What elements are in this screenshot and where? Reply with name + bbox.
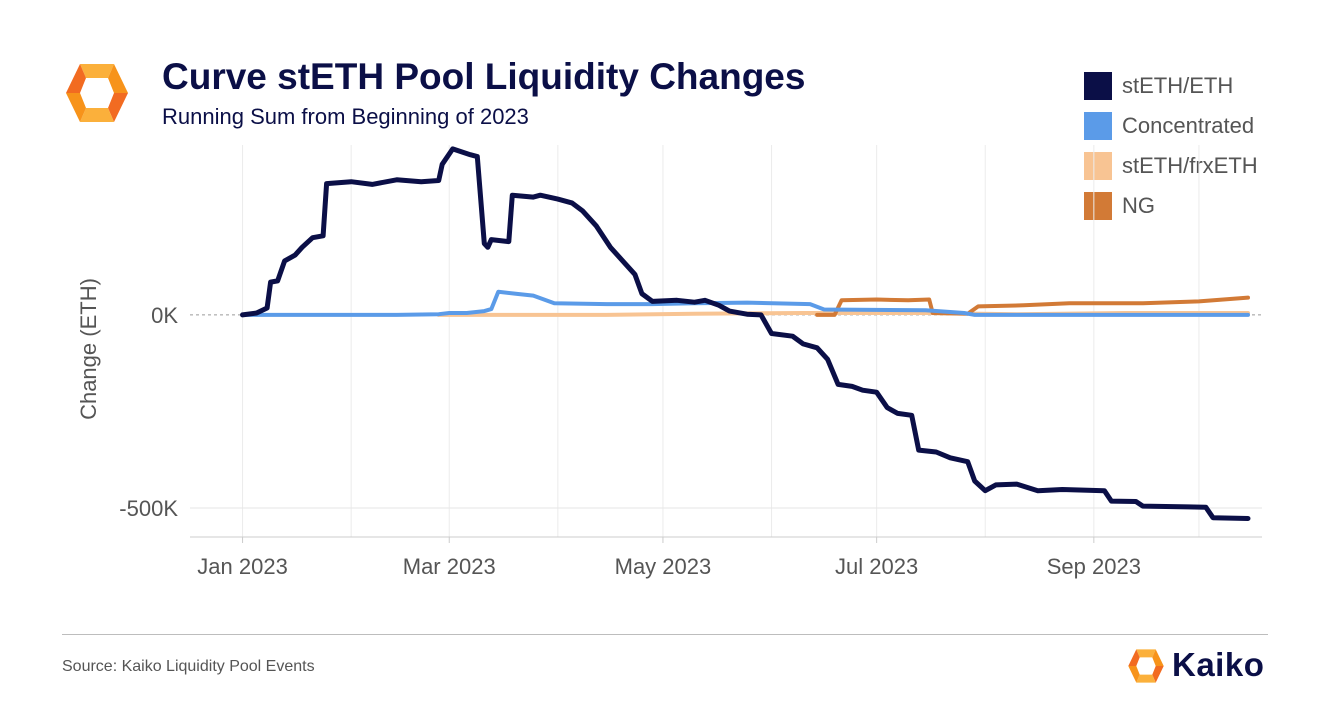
- legend-item-ng: NG: [1084, 186, 1258, 226]
- legend-item-steth-frxeth: stETH/frxETH: [1084, 146, 1258, 186]
- y-axis-label: Change (ETH): [76, 278, 101, 420]
- y-tick-label: -500K: [119, 496, 178, 521]
- legend-swatch-steth-eth: [1084, 72, 1112, 100]
- legend-label-steth-eth: stETH/ETH: [1122, 73, 1234, 98]
- x-tick-label: Mar 2023: [403, 554, 496, 579]
- y-tick-label: 0K: [151, 303, 178, 328]
- series-line-steth-eth: [240, 146, 1251, 521]
- legend-label-ng: NG: [1122, 193, 1155, 218]
- kaiko-wordmark: Kaiko: [1172, 646, 1265, 683]
- chart-subtitle: Running Sum from Beginning of 2023: [162, 104, 529, 129]
- x-tick-label: May 2023: [615, 554, 712, 579]
- footer-divider: [62, 634, 1268, 635]
- source-note: Source: Kaiko Liquidity Pool Events: [62, 658, 315, 675]
- legend-item-steth-eth: stETH/ETH: [1084, 66, 1258, 106]
- legend-label-steth-frxeth: stETH/frxETH: [1122, 153, 1258, 178]
- legend-swatch-ng: [1084, 192, 1112, 220]
- x-tick-label: Sep 2023: [1047, 554, 1141, 579]
- legend-swatch-steth-frxeth: [1084, 152, 1112, 180]
- legend-item-concentrated: Concentrated: [1084, 106, 1258, 146]
- kaiko-footer-logo-mark: [1128, 649, 1164, 683]
- x-tick-label: Jul 2023: [835, 554, 918, 579]
- series-line-concentrated: [240, 289, 1250, 317]
- legend-label-concentrated: Concentrated: [1122, 113, 1255, 138]
- chart-title: Curve stETH Pool Liquidity Changes: [162, 56, 806, 97]
- chart-legend: stETH/ETH Concentrated stETH/frxETH NG: [1084, 66, 1258, 226]
- kaiko-logo-mark: [66, 64, 128, 122]
- legend-swatch-concentrated: [1084, 112, 1112, 140]
- x-tick-label: Jan 2023: [197, 554, 288, 579]
